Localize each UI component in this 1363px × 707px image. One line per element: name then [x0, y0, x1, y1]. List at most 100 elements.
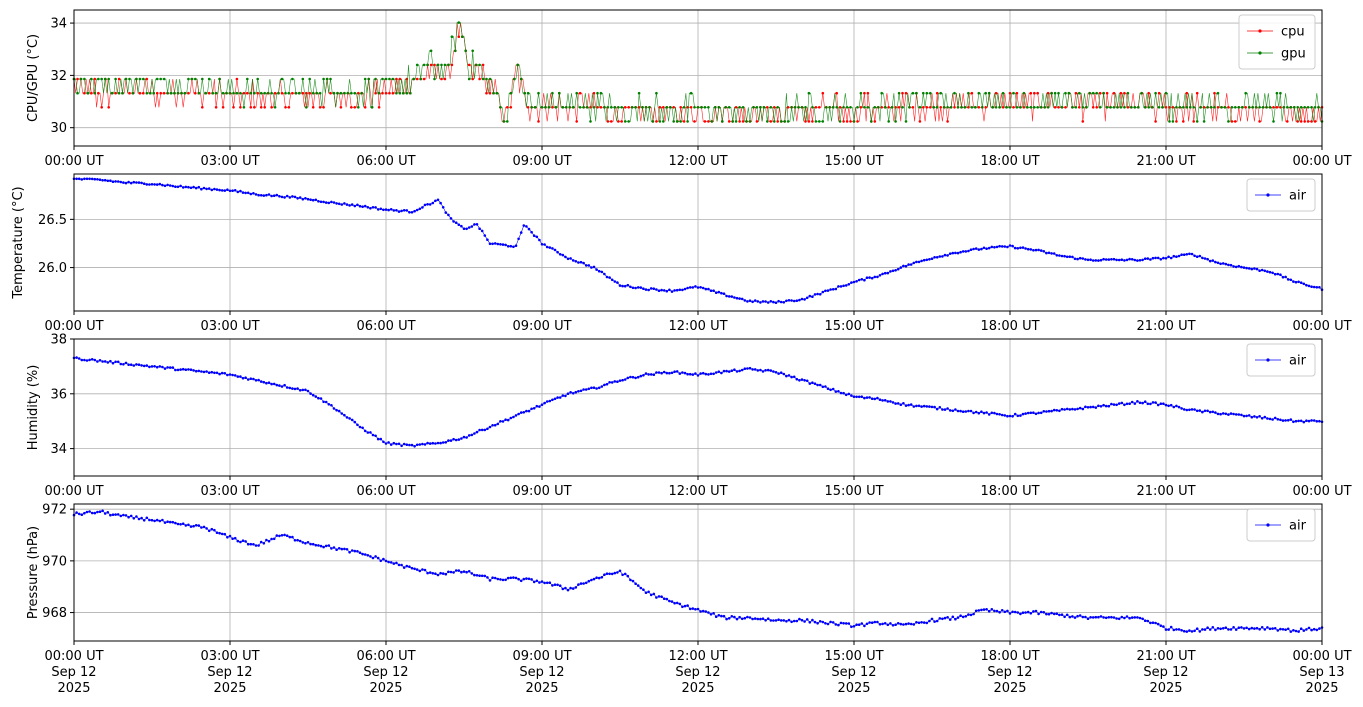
data-point	[1271, 271, 1274, 275]
data-point	[578, 91, 582, 95]
data-point	[873, 120, 877, 123]
data-point	[496, 422, 500, 426]
data-point	[90, 91, 93, 95]
data-point	[244, 191, 247, 195]
data-point	[395, 77, 398, 81]
data-point	[467, 226, 471, 229]
data-point	[1258, 269, 1261, 273]
data-point	[137, 181, 141, 184]
data-point	[701, 286, 705, 290]
data-point	[722, 292, 726, 296]
data-point	[1240, 413, 1243, 417]
data-point	[984, 106, 987, 109]
data-point	[353, 549, 357, 553]
data-point	[76, 91, 79, 95]
data-point	[553, 248, 557, 252]
data-point	[402, 442, 406, 446]
data-point	[818, 383, 822, 387]
data-point	[244, 540, 247, 543]
data-point	[85, 359, 89, 362]
x-tick-label: 00:00 UT	[1292, 484, 1351, 499]
data-point	[80, 178, 84, 181]
data-point	[1136, 616, 1139, 619]
data-point	[657, 289, 661, 293]
data-point	[1206, 106, 1209, 109]
data-point	[501, 578, 505, 582]
data-point	[387, 208, 390, 212]
data-point	[908, 106, 911, 109]
data-point	[755, 106, 759, 109]
data-point	[579, 582, 583, 585]
data-point	[613, 280, 617, 283]
data-point	[117, 91, 121, 95]
legend: air	[1246, 178, 1316, 212]
data-point	[122, 513, 125, 517]
data-point	[287, 106, 291, 109]
y-tick-label: 26.0	[38, 261, 67, 276]
data-point	[408, 565, 411, 568]
data-point	[163, 521, 167, 524]
data-point	[741, 106, 745, 109]
data-point	[516, 63, 519, 67]
data-point	[816, 622, 819, 625]
data-point	[1195, 91, 1199, 95]
data-point	[1078, 614, 1082, 617]
data-point	[231, 189, 234, 192]
data-point	[384, 91, 388, 95]
x-tick-label: 06:00 UT	[356, 319, 415, 334]
data-point	[1033, 106, 1036, 109]
data-point	[228, 373, 232, 376]
data-point	[584, 264, 588, 267]
data-point	[1244, 91, 1247, 95]
data-point	[668, 288, 671, 292]
data-point	[899, 622, 903, 626]
data-point	[850, 394, 853, 397]
data-point	[259, 380, 263, 383]
data-point	[995, 412, 999, 416]
data-point	[1164, 628, 1168, 631]
data-point	[1006, 414, 1009, 418]
data-point	[803, 620, 806, 623]
data-point	[527, 227, 531, 231]
data-point	[1312, 285, 1316, 289]
data-point	[575, 120, 578, 123]
data-point	[704, 287, 708, 291]
data-point	[1094, 259, 1098, 262]
data-point	[844, 622, 848, 625]
data-point	[1123, 91, 1126, 95]
data-point	[506, 418, 510, 422]
data-point	[777, 299, 780, 303]
data-point	[545, 245, 549, 249]
data-point	[207, 187, 211, 190]
data-point	[631, 579, 635, 583]
data-point	[440, 77, 443, 81]
data-point	[1234, 106, 1237, 109]
data-point	[743, 616, 747, 620]
data-point	[1029, 248, 1033, 251]
data-point	[428, 442, 432, 445]
data-point	[1188, 629, 1191, 632]
data-point	[670, 600, 674, 603]
data-point	[873, 620, 877, 624]
data-point	[249, 91, 253, 95]
data-point	[138, 77, 142, 81]
data-point	[1224, 412, 1228, 416]
data-point	[119, 514, 123, 518]
data-point	[774, 301, 778, 305]
data-point	[257, 378, 260, 382]
data-point	[103, 512, 107, 515]
data-point	[346, 91, 350, 95]
data-point	[358, 204, 362, 208]
data-point	[272, 537, 276, 541]
data-point	[465, 436, 468, 439]
data-point	[613, 380, 617, 383]
data-point	[1313, 106, 1317, 109]
data-point	[1071, 106, 1074, 109]
data-point	[821, 91, 825, 95]
x-tick-label: 18:00 UT	[980, 484, 1039, 499]
data-point	[811, 120, 814, 123]
data-point	[774, 371, 778, 374]
data-point	[480, 229, 484, 233]
data-point	[745, 120, 748, 123]
data-point	[779, 300, 783, 304]
